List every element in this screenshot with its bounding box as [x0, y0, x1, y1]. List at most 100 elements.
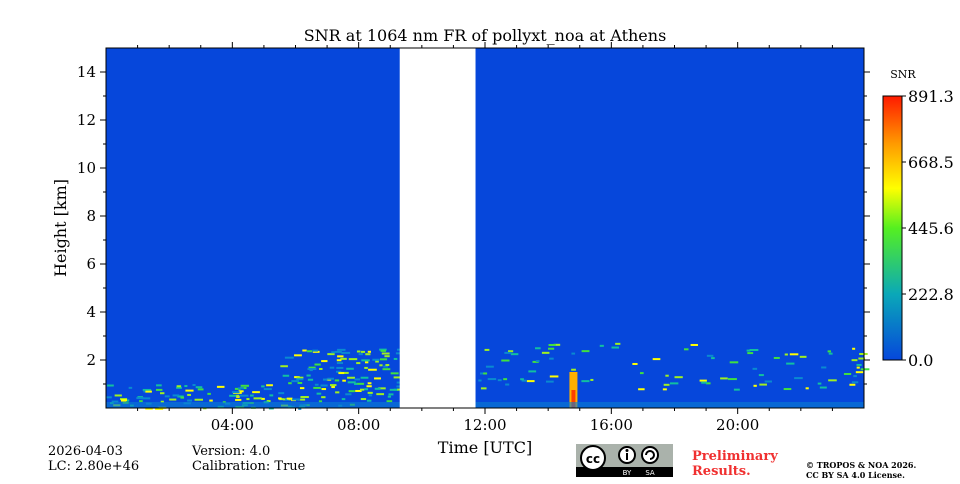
aerosol-pixel: [387, 395, 392, 398]
aerosol-pixel: [314, 383, 319, 386]
aerosol-pixel: [336, 370, 342, 373]
chart-title: SNR at 1064 nm FR of pollyxt_noa at Athe…: [304, 26, 667, 45]
aerosol-pixel: [662, 388, 667, 391]
aerosol-pixel: [386, 400, 393, 403]
aerosol-pixel: [360, 398, 367, 401]
aerosol-pixel: [638, 388, 645, 391]
aerosol-pixel: [747, 352, 754, 355]
x-axis-label: Time [UTC]: [438, 438, 532, 457]
aerosol-pixel: [483, 372, 487, 375]
aerosol-pixel: [238, 387, 244, 390]
aerosol-pixel: [753, 384, 757, 387]
aerosol-pixel: [611, 346, 619, 349]
aerosol-pixel: [728, 378, 737, 381]
aerosol-pixel: [390, 372, 399, 375]
aerosol-pixel: [746, 349, 751, 352]
aerosol-pixel: [764, 380, 772, 383]
preliminary-note: Preliminary Results.: [692, 449, 778, 479]
aerosol-pixel: [571, 352, 576, 355]
aerosol-pixel: [729, 361, 739, 364]
aerosol-pixel: [345, 393, 352, 396]
aerosol-pixel: [294, 354, 302, 357]
aerosol-pixel: [261, 385, 265, 388]
aerosol-pixel: [180, 396, 185, 399]
aerosol-pixel: [395, 352, 401, 355]
y-tick-label: 14: [77, 63, 96, 81]
aerosol-pixel: [329, 366, 335, 369]
aerosol-pixel: [240, 384, 249, 387]
aerosol-pixel: [388, 393, 394, 396]
aerosol-pixel: [250, 394, 254, 397]
aerosol-pixel: [548, 344, 556, 347]
aerosol-pixel: [701, 381, 708, 384]
aerosol-pixel: [852, 347, 856, 350]
aerosol-pixel: [124, 399, 130, 402]
aerosol-pixel: [120, 399, 127, 402]
svg-text:cc: cc: [586, 452, 600, 466]
aerosol-pixel: [209, 399, 213, 402]
aerosol-pixel: [705, 382, 711, 385]
aerosol-pixel: [342, 379, 346, 382]
aerosol-pixel: [348, 358, 358, 361]
aerosol-pixel: [313, 386, 321, 389]
aerosol-pixel: [194, 398, 203, 401]
aerosol-pixel: [541, 351, 550, 354]
aerosol-pixel: [383, 365, 388, 368]
aerosol-pixel: [347, 376, 355, 379]
aerosol-pixel: [508, 350, 514, 353]
y-axis-label: Height [km]: [51, 179, 70, 277]
aerosol-pixel: [128, 386, 133, 389]
aerosol-pixel: [321, 360, 328, 363]
aerosol-pixel: [478, 379, 482, 382]
aerosol-pixel: [484, 348, 490, 351]
aerosol-pixel: [375, 360, 379, 363]
aerosol-pixel: [752, 367, 758, 370]
aerosol-pixel: [828, 379, 837, 382]
aerosol-pixel: [849, 383, 856, 386]
x-tick-label: 20:00: [716, 416, 759, 434]
aerosol-pixel: [720, 377, 728, 380]
lc-text: LC: 2.80e+46: [48, 459, 140, 474]
aerosol-pixel: [548, 347, 555, 350]
aerosol-pixel: [119, 398, 128, 401]
version-text: Version: 4.0: [192, 444, 271, 459]
aerosol-pixel: [632, 362, 638, 365]
aerosol-pixel: [296, 376, 304, 379]
date-text: 2026-04-03: [48, 444, 123, 459]
aerosol-pixel: [176, 385, 182, 388]
aerosol-pixel: [663, 383, 670, 386]
copyright-line2: CC BY SA 4.0 License.: [806, 470, 905, 480]
svg-text:SA: SA: [645, 469, 655, 477]
aerosol-pixel: [393, 357, 398, 360]
aerosol-pixel: [354, 382, 358, 385]
aerosol-pixel: [341, 398, 346, 401]
aerosol-pixel: [571, 368, 576, 371]
aerosol-pixel: [354, 378, 361, 381]
aerosol-pixel: [312, 350, 320, 353]
signal-spike-core: [571, 390, 576, 408]
footer-date-lc: 2026-04-03 LC: 2.80e+46: [48, 444, 139, 474]
aerosol-pixel: [381, 352, 390, 355]
aerosol-pixel: [581, 380, 590, 383]
aerosol-pixel: [784, 353, 788, 356]
aerosol-pixel: [504, 351, 512, 354]
aerosol-pixel: [309, 369, 313, 372]
aerosol-pixel: [306, 374, 311, 377]
aerosol-pixel: [331, 386, 335, 389]
aerosol-pixel: [307, 368, 317, 371]
aerosol-pixel: [549, 357, 554, 360]
aerosol-pixel: [141, 397, 151, 400]
aerosol-pixel: [155, 388, 163, 391]
colorbar-tick-label: 222.8: [908, 285, 954, 304]
y-tick-label: 10: [77, 159, 96, 177]
aerosol-pixel: [485, 365, 494, 368]
aerosol-pixel: [819, 386, 827, 389]
aerosol-pixel: [368, 394, 373, 397]
aerosol-pixel: [706, 354, 714, 357]
aerosol-pixel: [366, 385, 372, 388]
x-tick-label: 04:00: [211, 416, 254, 434]
aerosol-pixel: [266, 384, 273, 387]
aerosol-pixel: [749, 348, 759, 351]
aerosol-pixel: [794, 377, 803, 380]
aerosol-pixel: [280, 365, 288, 368]
